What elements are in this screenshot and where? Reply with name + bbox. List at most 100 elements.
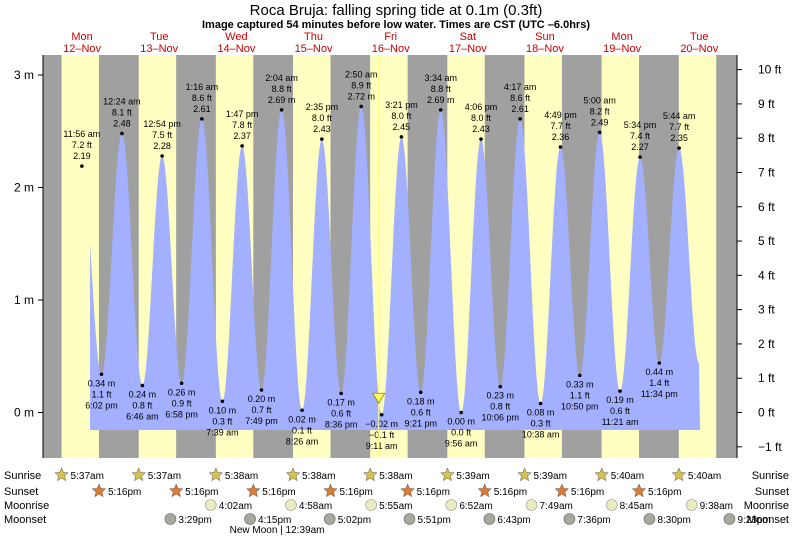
sunset-time: 5:16pm: [262, 487, 295, 498]
tide-area: [90, 106, 700, 430]
right-tick-label: 9 ft: [758, 97, 775, 111]
sunset-icon: [323, 483, 338, 498]
extreme-dot: [677, 146, 681, 150]
low-feet-label: 0.8 ft: [490, 402, 511, 412]
high-feet-label: 7.7 ft: [669, 122, 690, 132]
right-tick-label: −1 ft: [758, 440, 782, 454]
day-date-label: 14–Nov: [217, 43, 255, 55]
low-feet-label: 0.1 ft: [292, 425, 313, 435]
sunset-time: 5:16pm: [494, 487, 527, 498]
day-name-label: Wed: [225, 31, 247, 43]
sunrise-icon: [440, 467, 455, 482]
high-metres-label: 2.35: [670, 133, 688, 143]
moonset-time: 3:29pm: [178, 515, 211, 526]
moonrise-icon: [525, 499, 538, 511]
day-date-label: 13–Nov: [140, 43, 178, 55]
high-time-label: 12:54 pm: [143, 119, 181, 129]
high-feet-label: 8.0 ft: [391, 111, 412, 121]
moonset-time: 7:36pm: [577, 515, 610, 526]
sunrise-icon: [517, 467, 532, 482]
day-labels: Mon12–NovTue13–NovWed14–NovThu15–NovFri1…: [63, 31, 719, 55]
day-date-label: 18–Nov: [526, 43, 564, 55]
high-metres-label: 2.28: [153, 141, 171, 151]
moonset-icon: [403, 513, 416, 525]
low-time-label: 10:50 pm: [561, 401, 599, 411]
moonrise-icon: [685, 499, 698, 511]
extreme-dot: [279, 108, 284, 112]
sunrise-time: 5:37am: [148, 471, 181, 482]
sunrise-row-label-right: Sunrise: [752, 470, 789, 482]
low-metres-label: 0.23 m: [487, 391, 515, 401]
moonset-icon: [244, 513, 256, 525]
extreme-dot: [240, 144, 244, 148]
moonrise-icon: [365, 499, 377, 511]
falling-marker: [372, 392, 386, 405]
moonset-icon: [563, 513, 576, 525]
sunset-time: 5:16pm: [108, 487, 141, 498]
extreme-dot: [220, 399, 225, 404]
right-tick-label: 7 ft: [758, 165, 775, 179]
sunset-time: 5:16pm: [571, 487, 604, 498]
right-tick-label: 1 ft: [758, 371, 775, 385]
moonset-icon: [643, 513, 656, 525]
high-metres-label: 2.69 m: [268, 95, 296, 105]
day-date-label: 15–Nov: [295, 43, 333, 55]
moonrise-row-label: Moonrise: [4, 500, 49, 512]
extreme-dot: [259, 388, 264, 392]
low-feet-label: 0.6 ft: [331, 408, 352, 418]
low-time-label: 10:38 am: [522, 430, 560, 440]
low-metres-label: 0.26 m: [168, 387, 196, 397]
moonrise-icon: [605, 499, 618, 511]
sunrise-time: 5:38am: [302, 471, 335, 482]
low-time-label: 7:39 am: [206, 427, 239, 437]
moonset-time: 9:23pm: [737, 515, 770, 526]
left-tick-label: 2 m: [14, 181, 34, 195]
day-name-label: Mon: [71, 31, 92, 43]
moonset-icon: [164, 513, 177, 525]
extreme-dot: [438, 108, 443, 112]
right-tick-label: 6 ft: [758, 200, 775, 214]
moonrise-time: 7:49am: [540, 501, 573, 512]
moonset-time: 4:15pm: [258, 515, 291, 526]
day-name-label: Thu: [304, 31, 323, 43]
extreme-dot: [179, 381, 184, 386]
low-time-label: 8:36 pm: [325, 419, 358, 429]
high-time-label: 5:34 pm: [624, 120, 657, 130]
low-metres-label: 0.24 m: [129, 390, 157, 400]
extreme-dot: [577, 373, 582, 378]
high-metres-label: 2.19: [73, 151, 91, 161]
extreme-dot: [597, 130, 602, 135]
low-feet-label: 0.8 ft: [132, 401, 153, 411]
moon-phase-label: New Moon | 12:39am: [230, 525, 325, 536]
low-metres-label: 0.10 m: [209, 405, 237, 415]
day-name-label: Fri: [384, 31, 397, 43]
high-feet-label: 8.8 ft: [431, 84, 452, 94]
sunset-time: 5:16pm: [185, 487, 218, 498]
high-feet-label: 8.1 ft: [112, 108, 133, 118]
moonset-row-label: Moonset: [4, 514, 46, 526]
moonrise-time: 4:58am: [299, 501, 332, 512]
sunset-time: 5:16pm: [339, 487, 372, 498]
low-time-label: 6:58 pm: [165, 409, 198, 419]
left-tick-label: 3 m: [14, 68, 34, 82]
sunrise-time: 5:39am: [456, 471, 489, 482]
moonset-icon: [723, 513, 736, 525]
low-metres-label: 0.34 m: [88, 378, 116, 388]
low-time-label: 11:21 am: [602, 417, 639, 427]
extreme-dot: [379, 412, 384, 417]
high-metres-label: 2.45: [393, 122, 411, 132]
left-tick-label: 1 m: [14, 293, 34, 307]
day-name-label: Tue: [690, 31, 709, 43]
high-feet-label: 8.9 ft: [351, 81, 372, 91]
sunset-time: 5:16pm: [417, 487, 450, 498]
high-metres-label: 2.69 m: [427, 95, 455, 105]
high-feet-label: 8.2 ft: [590, 106, 611, 116]
sunrise-icon: [285, 467, 301, 482]
low-metres-label: 0.33 m: [566, 379, 594, 389]
low-feet-label: 0.3 ft: [212, 416, 233, 426]
high-time-label: 2:35 pm: [306, 102, 339, 112]
low-metres-label: 0.00 m: [447, 417, 475, 427]
right-tick-label: 8 ft: [758, 131, 775, 145]
sunset-icon: [631, 483, 647, 498]
high-feet-label: 8.0 ft: [312, 113, 333, 123]
